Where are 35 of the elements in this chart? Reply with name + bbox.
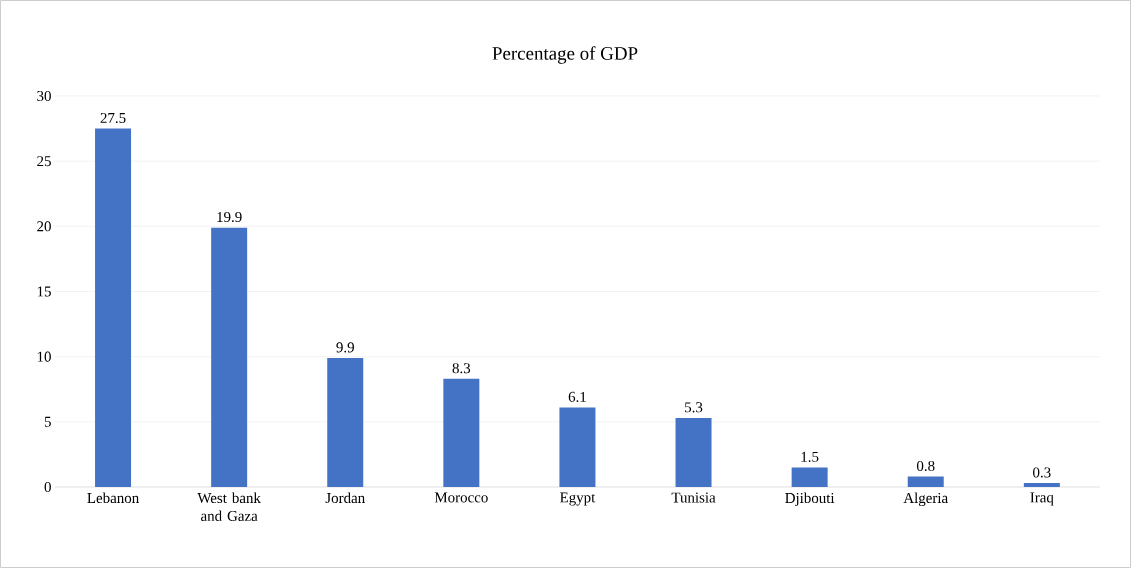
x-tick-label: Djibouti (785, 492, 835, 507)
bar (1023, 483, 1060, 487)
data-label: 1.5 (801, 451, 819, 462)
y-tick-label: 5 (44, 416, 51, 427)
data-label: 6.1 (568, 391, 586, 402)
bar (559, 407, 596, 487)
x-tick-label: Algeria (903, 492, 948, 507)
y-tick-label: 30 (37, 90, 51, 102)
bar (907, 476, 944, 487)
data-label: 0.3 (1033, 467, 1051, 478)
x-tick-label: Lebanon (87, 492, 139, 504)
x-tick-label: Tunisia (671, 492, 716, 503)
data-label: 19.9 (217, 212, 242, 223)
y-tick-label: 15 (37, 286, 51, 297)
x-tick-label: Iraq (1030, 492, 1054, 506)
y-tick-label: 20 (37, 221, 51, 232)
bar (327, 357, 364, 487)
data-label: 8.3 (452, 363, 471, 374)
bar (95, 128, 132, 487)
bar (675, 417, 712, 487)
y-tick-label: 10 (37, 351, 51, 362)
bar (211, 227, 248, 487)
data-label: 27.5 (100, 112, 126, 124)
chart-title: Percentage of GDP (492, 46, 638, 64)
y-tick-label: 0 (44, 481, 51, 493)
x-tick-label: Egypt (560, 492, 596, 506)
bar (443, 378, 480, 487)
data-label: 0.8 (916, 460, 935, 472)
x-tick-label: West bank and Gaza (197, 492, 261, 521)
x-tick-label: Morocco (434, 492, 488, 503)
y-tick-label: 25 (37, 156, 51, 167)
data-label: 9.9 (336, 342, 354, 353)
data-label: 5.3 (685, 402, 703, 413)
x-tick-label: Jordan (325, 492, 365, 504)
bar (791, 467, 828, 487)
